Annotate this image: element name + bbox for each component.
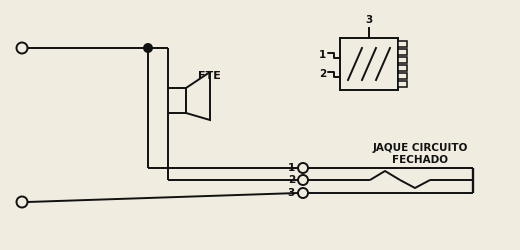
Circle shape	[298, 175, 308, 185]
Bar	[398, 57, 407, 63]
Bar	[398, 49, 407, 55]
Circle shape	[298, 188, 308, 198]
Text: 1: 1	[288, 163, 295, 173]
Text: FTE: FTE	[198, 71, 221, 81]
Bar	[398, 73, 407, 79]
Circle shape	[17, 42, 28, 54]
Circle shape	[17, 196, 28, 207]
Bar	[398, 81, 407, 87]
Bar	[398, 41, 407, 47]
Bar	[398, 65, 407, 71]
Text: FECHADO: FECHADO	[392, 155, 448, 165]
Bar	[168, 88, 186, 113]
Text: 1: 1	[319, 50, 326, 60]
Circle shape	[298, 163, 308, 173]
Text: 2: 2	[288, 175, 295, 185]
Polygon shape	[186, 72, 210, 120]
Text: 3: 3	[288, 188, 295, 198]
Bar	[340, 38, 398, 90]
Text: JAQUE CIRCUITO: JAQUE CIRCUITO	[372, 143, 467, 153]
Text: 3: 3	[366, 15, 373, 25]
Circle shape	[144, 44, 152, 52]
Text: 2: 2	[319, 69, 326, 79]
